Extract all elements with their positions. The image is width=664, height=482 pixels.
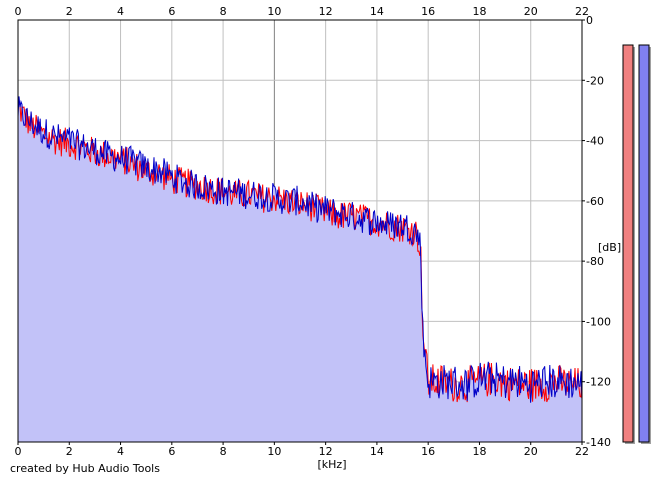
tick-labels: 0 2 4 6 8 10 12 14 16 18 20 220 2 4 6 8 10 12 14 16 18 20 220-… — [15, 5, 611, 458]
plot-frame — [17, 19, 583, 443]
level-meter-right — [638, 44, 650, 443]
x-tick-label-bottom: 12 — [319, 445, 333, 458]
x-axis-label: [kHz] — [318, 458, 347, 471]
y-tick-label: -60 — [586, 195, 604, 208]
x-tick-label-top: 4 — [117, 5, 124, 18]
credit-text: created by Hub Audio Tools — [10, 462, 160, 475]
x-tick-label-bottom: 22 — [575, 445, 589, 458]
x-tick-label-bottom: 18 — [472, 445, 486, 458]
x-tick-label-bottom: 10 — [267, 445, 281, 458]
x-tick-label-top: 8 — [220, 5, 227, 18]
x-tick-label-top: 10 — [267, 5, 281, 18]
x-tick-label-top: 2 — [66, 5, 73, 18]
y-tick-label: -100 — [586, 315, 611, 328]
x-tick-label-top: 12 — [319, 5, 333, 18]
y-tick-label: 0 — [586, 14, 593, 27]
level-meter-left — [622, 44, 634, 443]
x-tick-label-bottom: 16 — [421, 445, 435, 458]
y-tick-label: -140 — [586, 436, 611, 449]
y-tick-label: -20 — [586, 74, 604, 87]
x-tick-label-top: 22 — [575, 5, 589, 18]
x-tick-label-bottom: 14 — [370, 445, 384, 458]
spectrum-lines — [17, 96, 583, 403]
plot-border — [17, 19, 583, 443]
y-tick-label: -40 — [586, 135, 604, 148]
y-axis-label: [dB] — [598, 241, 621, 254]
x-tick-label-bottom: 20 — [524, 445, 538, 458]
x-tick-label-bottom: 0 — [15, 445, 22, 458]
x-tick-label-top: 16 — [421, 5, 435, 18]
x-tick-label-bottom: 4 — [117, 445, 124, 458]
x-tick-label-bottom: 2 — [66, 445, 73, 458]
spectrum-fill — [18, 96, 582, 443]
series-line-right — [17, 96, 583, 403]
y-tick-label: -80 — [586, 255, 604, 268]
level-meters — [622, 44, 651, 444]
x-tick-label-top: 20 — [524, 5, 538, 18]
y-tick-label: -120 — [586, 376, 611, 389]
series-line-left — [17, 102, 583, 403]
spectrum-area — [18, 96, 582, 443]
x-tick-label-bottom: 8 — [220, 445, 227, 458]
x-tick-label-top: 14 — [370, 5, 384, 18]
x-tick-label-top: 0 — [15, 5, 22, 18]
x-tick-label-top: 18 — [472, 5, 486, 18]
x-tick-label-bottom: 6 — [168, 445, 175, 458]
x-tick-label-top: 6 — [168, 5, 175, 18]
